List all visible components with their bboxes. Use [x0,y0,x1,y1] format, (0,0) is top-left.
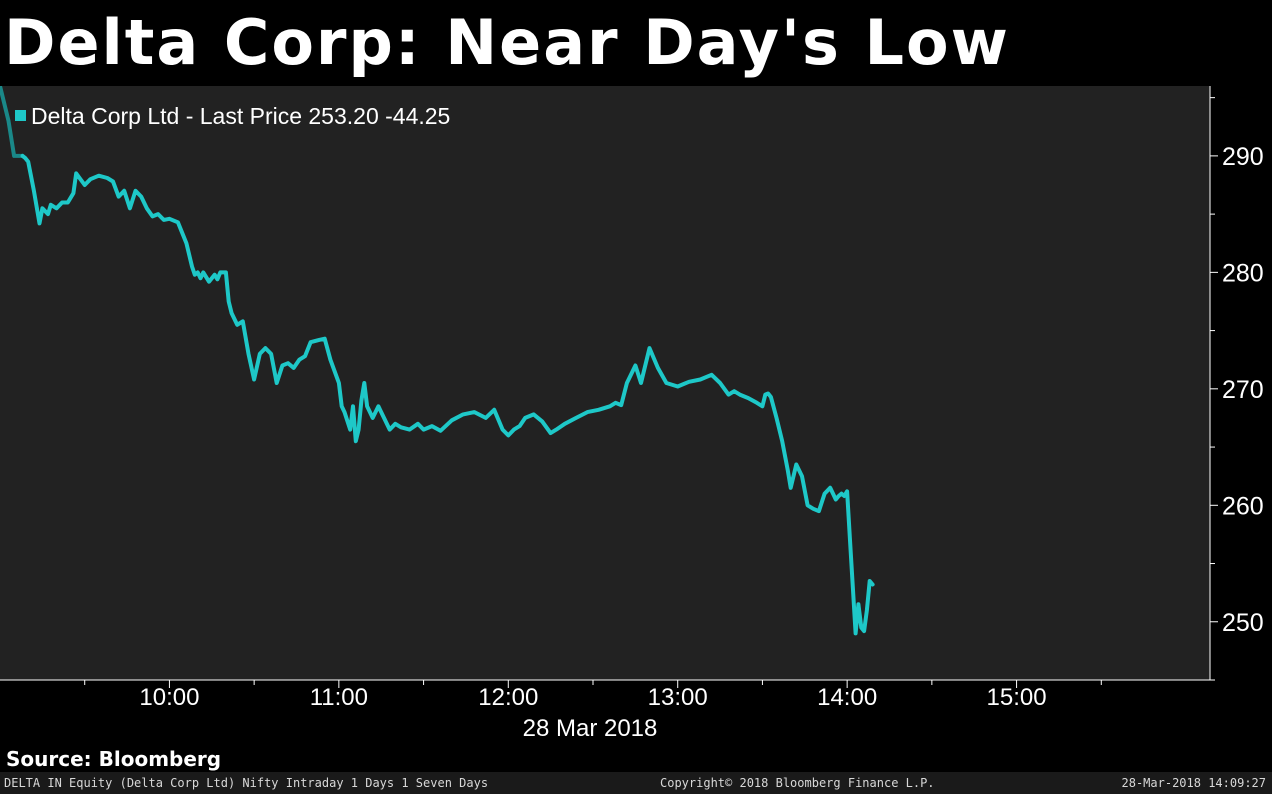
y-axis-ticks: 250 260 270 280 290 [1210,97,1264,681]
series-layer [0,86,875,636]
x-tick-label: 10:00 [139,684,199,711]
x-axis-ticks: 10:00 11:00 12:00 13:00 14:00 15:00 [84,680,1102,711]
footer-copyright: Copyright© 2018 Bloomberg Finance L.P. [660,776,935,790]
footer-ticker-info: DELTA IN Equity (Delta Corp Ltd) Nifty I… [4,776,489,790]
x-tick-label: 13:00 [648,684,708,711]
source-label: Source: Bloomberg [6,747,222,771]
series-line-last-price [20,153,875,636]
legend-swatch [15,110,26,121]
line-chart: 250 260 270 280 290 10:00 11:00 12:00 13:00 14:0… [0,86,1264,742]
y-tick-label: 260 [1222,492,1264,520]
y-tick-label: 270 [1222,376,1264,404]
x-axis-date-label: 28 Mar 2018 [523,715,658,742]
x-tick-label: 11:00 [310,684,368,711]
x-tick-label: 14:00 [817,684,877,711]
x-tick-label: 12:00 [478,684,538,711]
x-tick-label: 15:00 [987,684,1047,711]
y-tick-label: 290 [1222,143,1264,171]
footer-timestamp: 28-Mar-2018 14:09:27 [1121,776,1267,790]
plot-area [0,86,1210,680]
chart-title: Delta Corp: Near Day's Low [4,6,1010,79]
y-tick-label: 250 [1222,609,1264,637]
y-tick-label: 280 [1222,259,1264,287]
footer-bar: DELTA IN Equity (Delta Corp Ltd) Nifty I… [0,772,1272,794]
series-line-start [0,86,23,158]
legend-label: Delta Corp Ltd - Last Price 253.20 -44.2… [31,103,450,129]
